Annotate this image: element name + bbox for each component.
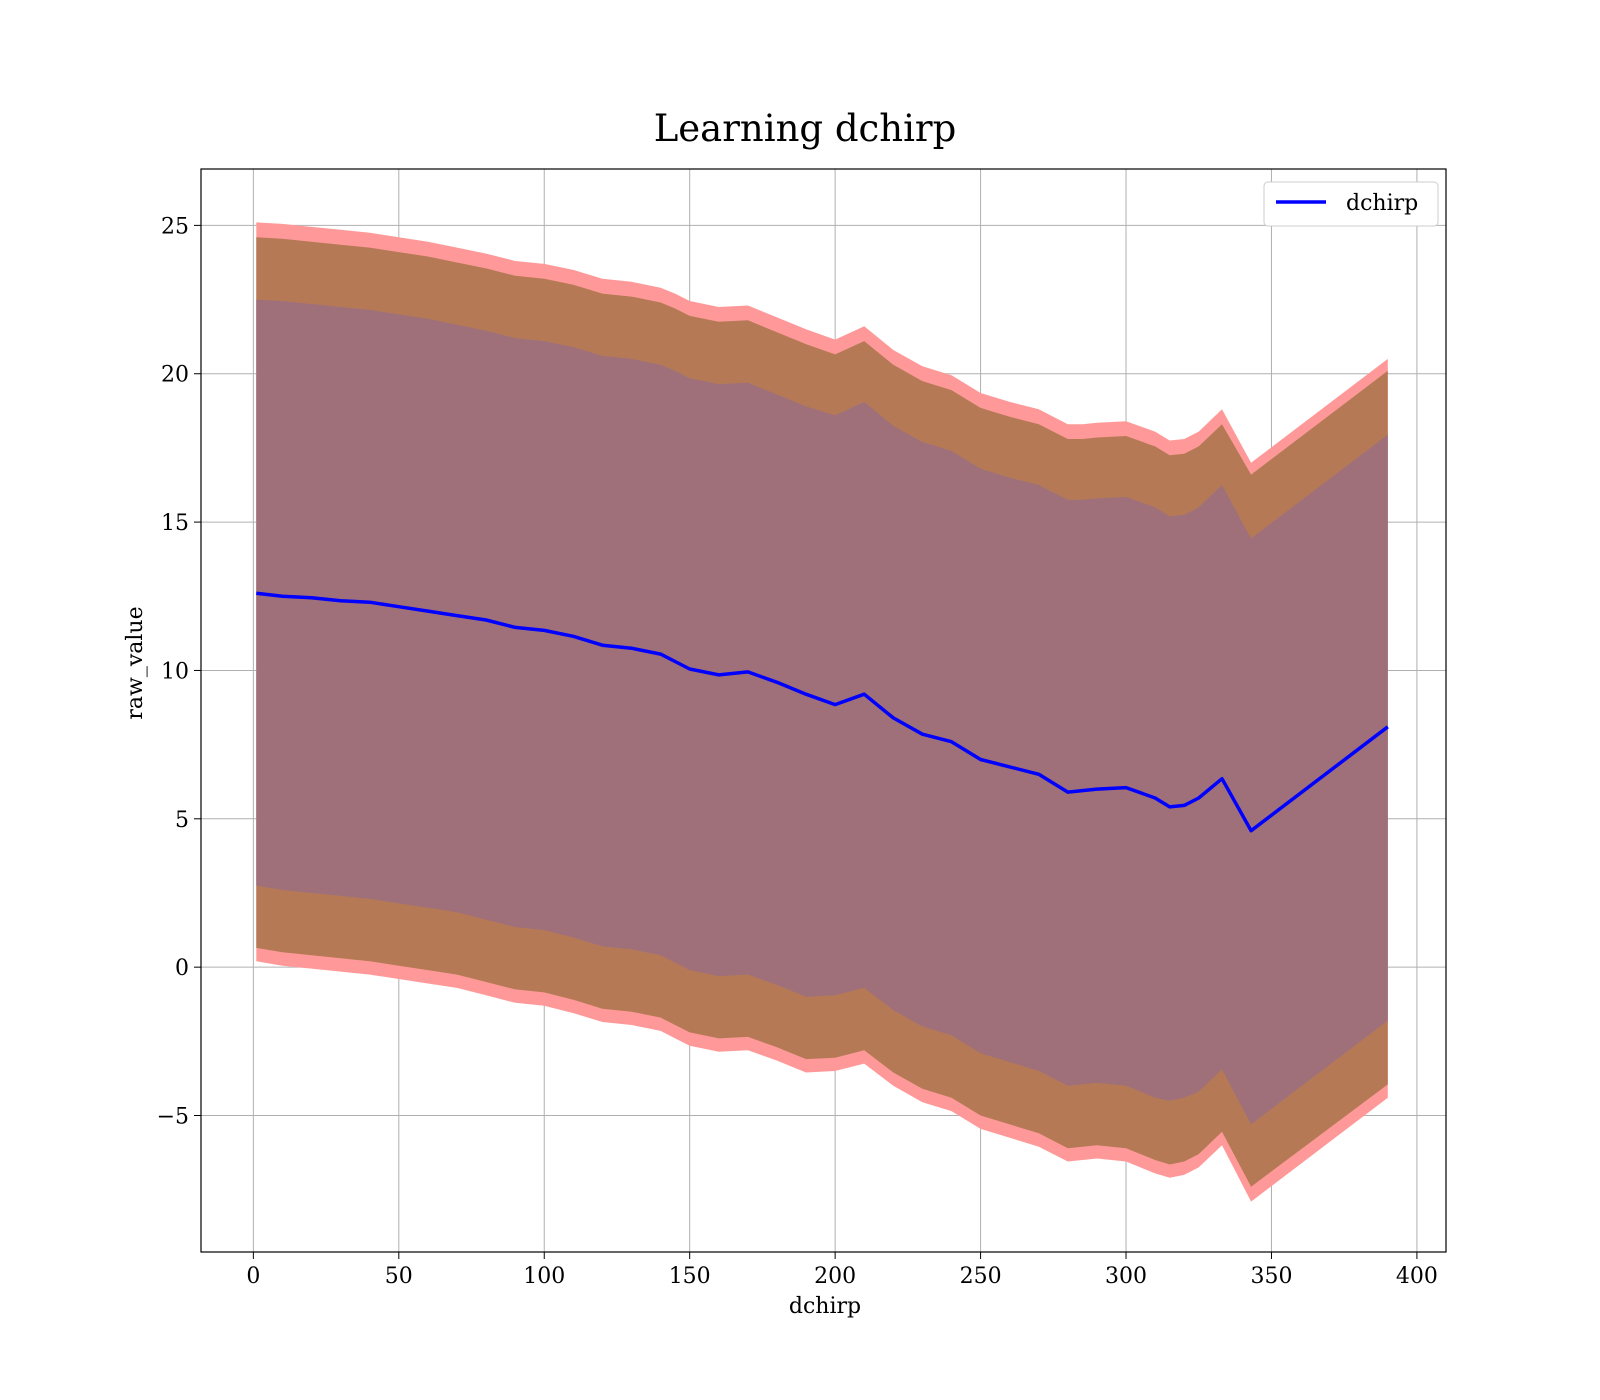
x-tick-label-150: 150 <box>669 1264 711 1289</box>
x-tick-label-200: 200 <box>814 1264 856 1289</box>
x-tick-label-0: 0 <box>246 1264 260 1289</box>
x-tick-label-250: 250 <box>960 1264 1002 1289</box>
y-tick-label-25: 25 <box>161 214 189 239</box>
series-line-dchirp <box>256 591 1389 833</box>
x-tick-label-50: 50 <box>385 1264 413 1289</box>
x-axis-label: dchirp <box>789 1294 861 1319</box>
axes-frame <box>200 168 1447 1253</box>
y-tick-label-5: 5 <box>175 808 189 833</box>
y-tick-label--5: −5 <box>157 1105 189 1130</box>
y-tick-label-0: 0 <box>175 956 189 981</box>
y-axis-label: raw_value <box>123 606 148 719</box>
y-tick-label-10: 10 <box>161 659 189 684</box>
x-tick-label-400: 400 <box>1396 1264 1438 1289</box>
x-tick-label-350: 350 <box>1250 1264 1292 1289</box>
plot-area: 0 50 100 150 200 250 300 350 400 −5 0 5 10 15 20 25 <box>157 168 1447 1289</box>
chart-title: Learning dchirp <box>654 107 957 150</box>
y-tick-label-20: 20 <box>161 363 189 388</box>
y-tick-label-15: 15 <box>161 511 189 536</box>
x-tick-label-100: 100 <box>523 1264 565 1289</box>
legend-label-dchirp: dchirp <box>1346 191 1418 216</box>
std-band-2 <box>256 299 1388 1125</box>
x-tick-label-300: 300 <box>1105 1264 1147 1289</box>
legend: dchirp <box>1263 181 1439 227</box>
legend-box <box>1263 181 1439 227</box>
